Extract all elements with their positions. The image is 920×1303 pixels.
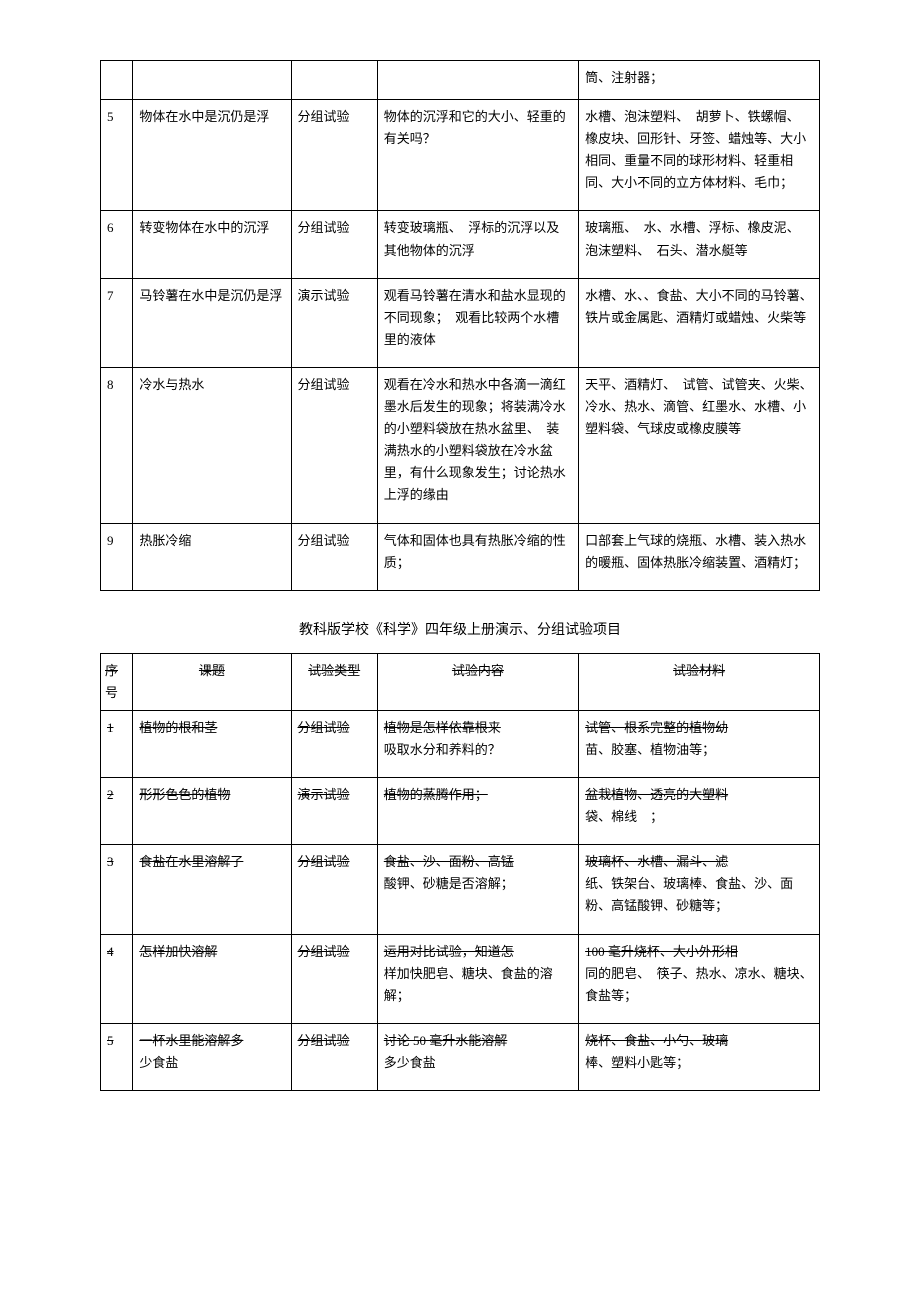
cell-material: 玻璃杯、水槽、漏斗、滤纸、铁架台、玻璃棒、食盐、沙、面粉、高锰酸钾、砂糖等；: [579, 845, 820, 934]
cell-content: [377, 61, 578, 100]
cell-num: 6: [101, 211, 133, 278]
table-row: 7马铃薯在水中是沉仍是浮演示试验观看马铃薯在清水和盐水显现的不同现象； 观看比较…: [101, 278, 820, 367]
cell-num: 5: [101, 100, 133, 211]
section-title: 教科版学校《科学》四年级上册演示、分组试验项目: [100, 619, 820, 639]
cell-topic: 形形色色的植物: [133, 778, 291, 845]
cell-content: 运用对比试验，知道怎样加快肥皂、糖块、食盐的溶解；: [377, 934, 578, 1023]
cell-topic: 冷水与热水: [133, 367, 291, 523]
cell-topic: 怎样加快溶解: [133, 934, 291, 1023]
cell-content: 食盐、沙、面粉、高锰酸钾、砂糖是否溶解；: [377, 845, 578, 934]
cell-content: 观看马铃薯在清水和盐水显现的不同现象； 观看比较两个水槽里的液体: [377, 278, 578, 367]
table-row: 4怎样加快溶解分组试验运用对比试验，知道怎样加快肥皂、糖块、食盐的溶解；100 …: [101, 934, 820, 1023]
cell-material: 水槽、水、、食盐、大小不同的马铃薯、铁片或金属匙、酒精灯或蜡烛、火柴等: [579, 278, 820, 367]
cell-content: 气体和固体也具有热胀冷缩的性质；: [377, 523, 578, 590]
cell-num: 7: [101, 278, 133, 367]
cell-num: 1: [101, 710, 133, 777]
table-row: 9热胀冷缩分组试验气体和固体也具有热胀冷缩的性质；口部套上气球的烧瓶、水槽、装入…: [101, 523, 820, 590]
cell-num: 9: [101, 523, 133, 590]
cell-material: 天平、酒精灯、 试管、试管夹、火柴、 冷水、热水、滴管、红墨水、水槽、小塑料袋、…: [579, 367, 820, 523]
table-row: 筒、注射器；: [101, 61, 820, 100]
experiment-table-1: 筒、注射器；5物体在水中是沉仍是浮分组试验物体的沉浮和它的大小、轻重的有关吗？水…: [100, 60, 820, 591]
cell-type: 分组试验: [291, 934, 377, 1023]
cell-material: 盆栽植物、透亮的大塑料袋、棉线 ；: [579, 778, 820, 845]
cell-material: 100 毫升烧杯、大小外形相同的肥皂、 筷子、热水、凉水、糖块、食盐等；: [579, 934, 820, 1023]
cell-type: 分组试验: [291, 100, 377, 211]
table-row: 1植物的根和茎分组试验植物是怎样依靠根来吸取水分和养料的？试管、根系完整的植物幼…: [101, 710, 820, 777]
cell-topic: 马铃薯在水中是沉仍是浮: [133, 278, 291, 367]
table-row: 2形形色色的植物演示试验植物的蒸腾作用；盆栽植物、透亮的大塑料袋、棉线 ；: [101, 778, 820, 845]
cell-topic: 食盐在水里溶解了: [133, 845, 291, 934]
table-row: 5物体在水中是沉仍是浮分组试验物体的沉浮和它的大小、轻重的有关吗？水槽、泡沫塑料…: [101, 100, 820, 211]
cell-type: [291, 61, 377, 100]
cell-type: 分组试验: [291, 845, 377, 934]
table-row: 5一杯水里能溶解多少食盐分组试验讨论 50 毫升水能溶解多少食盐烧杯、食盐、小勺…: [101, 1023, 820, 1090]
header-cell: 序号: [101, 653, 133, 710]
cell-num: [101, 61, 133, 100]
cell-num: 3: [101, 845, 133, 934]
cell-material: 试管、根系完整的植物幼苗、胶塞、植物油等；: [579, 710, 820, 777]
table-row: 6转变物体在水中的沉浮分组试验转变玻璃瓶、 浮标的沉浮以及其他物体的沉浮玻璃瓶、…: [101, 211, 820, 278]
experiment-table-2: 序号课题试验类型试验内容试验材料1植物的根和茎分组试验植物是怎样依靠根来吸取水分…: [100, 653, 820, 1091]
cell-topic: 热胀冷缩: [133, 523, 291, 590]
cell-material: 筒、注射器；: [579, 61, 820, 100]
cell-topic: 植物的根和茎: [133, 710, 291, 777]
cell-num: 8: [101, 367, 133, 523]
header-cell: 试验类型: [291, 653, 377, 710]
table-row: 3食盐在水里溶解了分组试验食盐、沙、面粉、高锰酸钾、砂糖是否溶解；玻璃杯、水槽、…: [101, 845, 820, 934]
cell-material: 口部套上气球的烧瓶、水槽、装入热水的暖瓶、固体热胀冷缩装置、酒精灯；: [579, 523, 820, 590]
cell-type: 分组试验: [291, 710, 377, 777]
cell-content: 物体的沉浮和它的大小、轻重的有关吗？: [377, 100, 578, 211]
header-cell: 课题: [133, 653, 291, 710]
cell-topic: 一杯水里能溶解多少食盐: [133, 1023, 291, 1090]
cell-num: 2: [101, 778, 133, 845]
cell-content: 转变玻璃瓶、 浮标的沉浮以及其他物体的沉浮: [377, 211, 578, 278]
cell-num: 5: [101, 1023, 133, 1090]
table-row: 8冷水与热水分组试验观看在冷水和热水中各滴一滴红墨水后发生的现象；将装满冷水的小…: [101, 367, 820, 523]
cell-topic: 物体在水中是沉仍是浮: [133, 100, 291, 211]
cell-type: 分组试验: [291, 367, 377, 523]
cell-material: 水槽、泡沫塑料、 胡萝卜、铁螺帽、 橡皮块、回形针、牙签、蜡烛等、大小相同、重量…: [579, 100, 820, 211]
cell-content: 讨论 50 毫升水能溶解多少食盐: [377, 1023, 578, 1090]
header-cell: 试验材料: [579, 653, 820, 710]
cell-type: 演示试验: [291, 778, 377, 845]
cell-material: 烧杯、食盐、小勺、玻璃棒、塑料小匙等；: [579, 1023, 820, 1090]
cell-num: 4: [101, 934, 133, 1023]
cell-content: 植物的蒸腾作用；: [377, 778, 578, 845]
cell-material: 玻璃瓶、 水、水槽、浮标、橡皮泥、 泡沫塑料、 石头、潜水艇等: [579, 211, 820, 278]
cell-topic: [133, 61, 291, 100]
cell-type: 分组试验: [291, 1023, 377, 1090]
table-header-row: 序号课题试验类型试验内容试验材料: [101, 653, 820, 710]
header-cell: 试验内容: [377, 653, 578, 710]
cell-content: 观看在冷水和热水中各滴一滴红墨水后发生的现象；将装满冷水的小塑料袋放在热水盆里、…: [377, 367, 578, 523]
cell-content: 植物是怎样依靠根来吸取水分和养料的？: [377, 710, 578, 777]
cell-type: 分组试验: [291, 211, 377, 278]
cell-topic: 转变物体在水中的沉浮: [133, 211, 291, 278]
cell-type: 演示试验: [291, 278, 377, 367]
cell-type: 分组试验: [291, 523, 377, 590]
